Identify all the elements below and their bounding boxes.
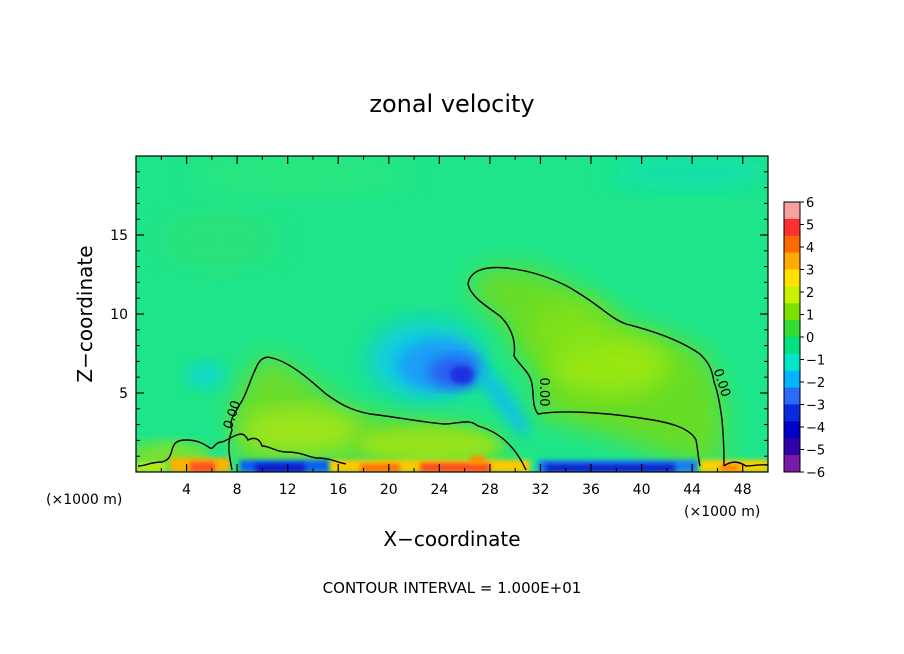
colorbar-tick-label: −5 [806,444,825,459]
colorbar-tick-label: 2 [806,286,814,301]
colorbar-swatch [784,252,800,270]
colorbar-tick-label: 6 [806,196,814,211]
contour-interval-text: CONTOUR INTERVAL = 1.000E+01 [323,579,582,597]
colorbar-tick-label: −6 [806,466,825,481]
colorbar-tick-label: −2 [806,376,825,391]
y-axis-label: Z−coordinate [73,245,97,382]
x-unit-label-right: (×1000 m) [684,504,760,520]
colorbar-tick-label: −1 [806,354,825,369]
x-tick-label: 24 [430,482,448,498]
x-unit-label-left: (×1000 m) [46,492,122,508]
colorbar-tick-label: −4 [806,421,825,436]
colorbar-tick-label: 0 [806,331,814,346]
colorbar-swatch [784,438,800,456]
y-tick-label: 15 [110,228,128,244]
x-tick-label: 44 [683,482,701,498]
x-tick-label: 8 [233,482,242,498]
colorbar-swatch [784,202,800,220]
x-axis-ticks: 4 8 12 16 20 24 28 32 36 40 44 48 [135,156,769,498]
colorbar-tick-label: 3 [806,264,814,279]
x-tick-label: 12 [279,482,297,498]
colorbar-tick-label: 4 [806,241,814,256]
x-tick-label: 20 [380,482,398,498]
colorbar-swatch [784,353,800,372]
colorbar-ticks: 6 5 4 3 2 1 0 −1 −2 −3 −4 −5 −6 [800,196,825,481]
colorbar-swatch [784,421,800,439]
x-tick-label: 16 [329,482,347,498]
colorbar-swatch [784,320,800,338]
contour-label-mid: 0.00 [536,378,551,407]
x-axis-label: X−coordinate [383,527,520,551]
velocity-field [136,156,768,472]
zero-contour-lines [137,266,768,471]
colorbar-swatch [784,337,800,355]
y-tick-label: 10 [110,307,128,323]
colorbar [783,201,801,473]
x-tick-label: 28 [481,482,499,498]
colorbar-swatch [784,269,800,287]
x-tick-label: 4 [182,482,191,498]
colorbar-swatch [784,218,800,237]
colorbar-swatch [784,286,800,304]
x-tick-label: 32 [532,482,550,498]
colorbar-swatch [784,303,800,321]
x-tick-label: 48 [734,482,752,498]
colorbar-tick-label: 1 [806,309,814,324]
x-tick-label: 36 [582,482,600,498]
colorbar-swatch [784,404,800,422]
colorbar-swatch [784,370,800,388]
chart-title: zonal velocity [369,90,534,118]
colorbar-swatch [784,455,800,473]
colorbar-tick-label: −3 [806,399,825,414]
y-axis-ticks: 5 10 15 [110,171,768,457]
colorbar-tick-label: 5 [806,219,814,234]
colorbar-swatch [784,387,800,405]
x-tick-label: 40 [633,482,651,498]
colorbar-swatch [784,235,800,253]
y-tick-label: 5 [119,386,128,402]
